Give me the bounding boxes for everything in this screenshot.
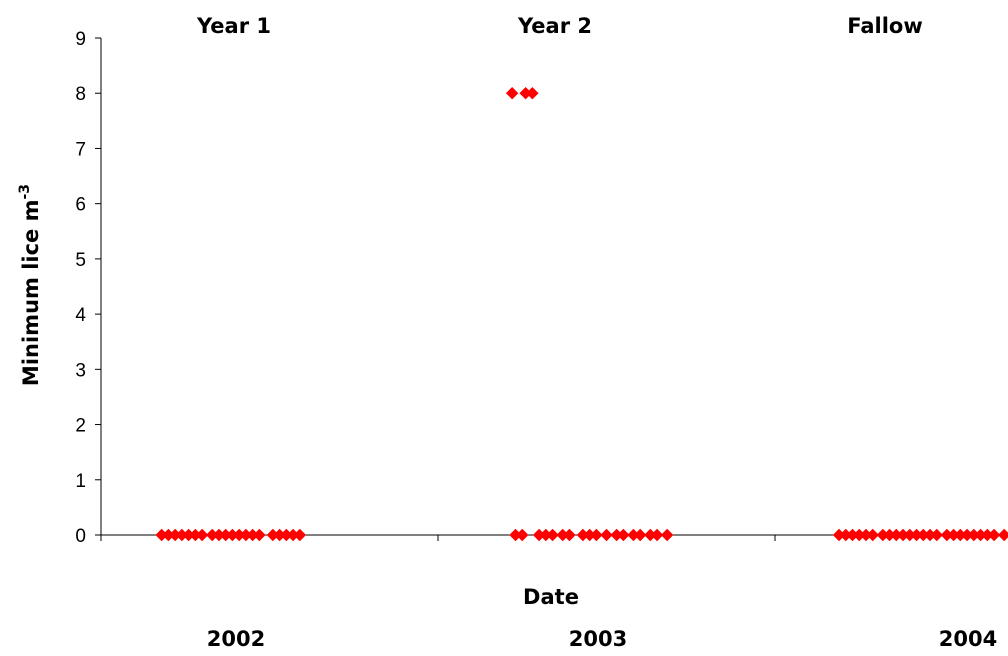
- y-tick-label: 7: [75, 139, 86, 160]
- y-tick-label: 0: [75, 526, 86, 547]
- data-point: [546, 528, 559, 542]
- y-axis-ticks: 0 1 2 3 4 5 6 7 8 9: [75, 29, 101, 547]
- y-tick-label: 5: [75, 250, 86, 271]
- data-point: [182, 528, 195, 542]
- data-point: [226, 528, 239, 542]
- y-tick-label: 2: [75, 416, 86, 437]
- data-point: [660, 528, 674, 542]
- data-point: [563, 528, 576, 542]
- data-point: [954, 528, 967, 542]
- y-tick-label: 3: [75, 360, 86, 381]
- data-point: [239, 528, 253, 542]
- data-point: [923, 528, 937, 542]
- data-point: [634, 528, 647, 542]
- data-point: [981, 528, 994, 542]
- data-point: [509, 528, 522, 542]
- data-point: [175, 528, 189, 542]
- x-axis-section-ticks: [100, 535, 776, 541]
- data-point: [917, 528, 930, 542]
- data-point: [532, 528, 546, 542]
- data-point: [997, 528, 1008, 542]
- y-tick-label: 4: [75, 305, 86, 326]
- data-point: [947, 528, 960, 542]
- data-point: [839, 528, 852, 542]
- section-label: Year 2: [517, 14, 592, 38]
- data-point: [293, 528, 307, 542]
- data-point: [866, 528, 879, 542]
- data-point: [219, 528, 232, 542]
- data-point: [617, 528, 630, 542]
- data-point: [846, 528, 859, 542]
- data-point: [526, 87, 539, 100]
- data-point: [273, 528, 286, 542]
- y-axis-label: Minimum lice m-3: [17, 184, 43, 386]
- data-point: [967, 528, 981, 542]
- data-point: [853, 528, 866, 542]
- data-point: [890, 528, 903, 542]
- data-point: [253, 528, 266, 542]
- data-point: [539, 528, 553, 542]
- data-point: [206, 528, 219, 542]
- data-point: [189, 528, 202, 542]
- data-point: [974, 528, 987, 542]
- data-point: [286, 528, 300, 542]
- data-point: [883, 528, 896, 542]
- section-label: Fallow: [847, 14, 923, 38]
- data-point: [903, 528, 916, 542]
- y-tick-label: 6: [75, 195, 86, 216]
- y-tick-label: 8: [75, 84, 86, 105]
- year-label: 2004: [939, 627, 997, 651]
- data-point: [832, 528, 846, 542]
- data-point: [910, 528, 923, 542]
- data-point: [556, 528, 569, 542]
- data-point: [610, 528, 623, 542]
- data-point: [162, 528, 175, 542]
- data-point: [590, 528, 603, 542]
- data-point: [505, 87, 519, 100]
- x-axis-label: Date: [523, 585, 579, 609]
- data-point: [940, 528, 954, 542]
- data-point: [650, 528, 664, 542]
- data-point: [600, 528, 613, 542]
- data-point: [168, 528, 182, 542]
- data-point: [212, 528, 226, 542]
- year-label: 2002: [207, 627, 265, 651]
- section-label: Year 1: [196, 14, 271, 38]
- data-point: [987, 528, 1001, 542]
- data-points: [155, 87, 1008, 542]
- data-point: [155, 528, 168, 542]
- data-point: [896, 528, 910, 542]
- data-point: [627, 528, 640, 542]
- data-point: [876, 528, 890, 542]
- data-point: [266, 528, 280, 542]
- data-point: [960, 528, 974, 542]
- data-point: [576, 528, 590, 542]
- data-point: [195, 528, 209, 542]
- section-labels: Year 1 Year 2 Fallow: [196, 14, 923, 38]
- data-point: [516, 528, 529, 542]
- data-point: [930, 528, 943, 542]
- year-label: 2003: [569, 627, 627, 651]
- y-tick-label: 1: [75, 471, 86, 492]
- data-point: [232, 528, 246, 542]
- data-point: [644, 528, 657, 542]
- data-point: [246, 528, 259, 542]
- data-point: [583, 528, 596, 542]
- data-point: [859, 528, 873, 542]
- data-point: [280, 528, 293, 542]
- y-tick-label: 9: [75, 29, 86, 50]
- year-labels: 2002 2003 2004: [207, 627, 997, 651]
- data-point: [519, 87, 532, 100]
